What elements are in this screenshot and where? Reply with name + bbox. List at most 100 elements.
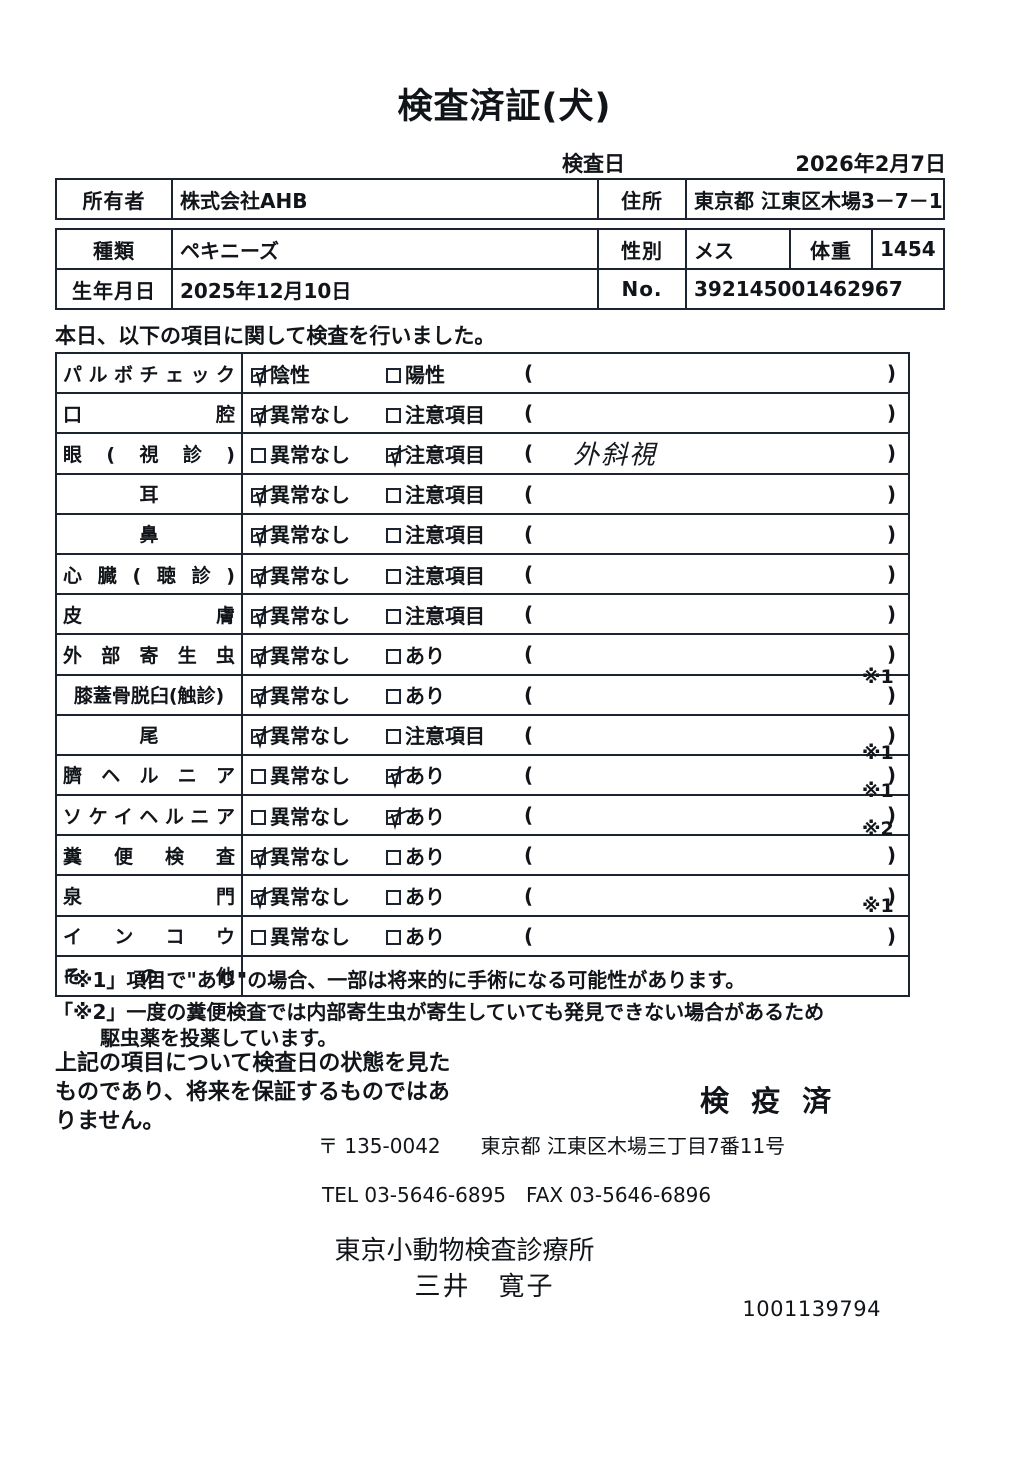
checkbox-icon[interactable]	[386, 890, 401, 906]
checkbox-icon[interactable]	[386, 648, 401, 664]
checkbox-icon[interactable]	[251, 930, 266, 946]
checkbox-option-a[interactable]: 異常なし	[251, 720, 386, 750]
checklist-item-label: 外部寄生虫	[55, 633, 243, 676]
checkbox-option-a[interactable]: 異常なし	[251, 801, 386, 830]
checkbox-option-b[interactable]: 注意項目	[386, 439, 518, 468]
owner-table: 所有者 株式会社AHB 住所 東京都 江東区木場3－7－11	[55, 178, 945, 220]
checklist-options-cell: 異常なし あり ()	[241, 914, 910, 957]
sex-value: メス	[685, 228, 791, 270]
checkbox-option-b[interactable]: 注意項目	[386, 600, 518, 629]
checkbox-icon[interactable]	[251, 846, 273, 870]
address-label: 住所	[597, 178, 687, 220]
checklist-row: 口腔 異常なし 注意項目 ()	[55, 392, 910, 435]
checklist-options-cell: 陰性 陽性 ()	[241, 351, 910, 395]
checkbox-icon[interactable]	[386, 528, 401, 544]
checkbox-icon[interactable]	[386, 729, 401, 745]
checklist-item-label: 膝蓋骨脱臼(触診)	[55, 673, 243, 716]
address-value: 東京都 江東区木場3－7－11	[685, 178, 945, 220]
checkbox-icon[interactable]	[251, 809, 266, 825]
checkbox-icon[interactable]	[386, 766, 408, 790]
other-value-cell[interactable]	[241, 954, 910, 998]
checkbox-option-b[interactable]: 注意項目	[386, 399, 518, 428]
checkbox-option-a[interactable]: 異常なし	[251, 841, 386, 870]
checkbox-option-a[interactable]: 異常なし	[251, 439, 386, 468]
footnote-reference-mark: ※2	[862, 818, 894, 841]
checkbox-icon[interactable]	[386, 849, 401, 865]
checklist-options-cell: 異常なし 注意項目 ()	[241, 593, 910, 636]
remark-paren-close: )	[886, 602, 896, 627]
checkbox-icon[interactable]	[251, 605, 273, 629]
checkbox-icon[interactable]	[386, 806, 408, 830]
checkbox-icon[interactable]	[251, 565, 273, 589]
checkbox-option-a[interactable]: 異常なし	[251, 921, 386, 950]
checkbox-icon[interactable]	[386, 689, 401, 705]
checklist-item-label: 鼻	[55, 512, 243, 555]
checkbox-icon[interactable]	[386, 488, 401, 504]
checkbox-option-b[interactable]: 注意項目	[386, 720, 518, 749]
remark-paren-open: (	[524, 883, 534, 908]
checkbox-option-b[interactable]: あり	[386, 921, 518, 950]
footnote-2-cont: 駆虫薬を投薬しています。	[100, 1026, 338, 1050]
sex-label: 性別	[597, 228, 687, 270]
checklist-row: 鼻 異常なし 注意項目 ()	[55, 512, 910, 555]
checkbox-icon[interactable]	[386, 608, 401, 624]
checkbox-icon[interactable]	[386, 568, 401, 584]
checklist-item-label: 耳	[55, 472, 243, 515]
checklist-row: 心臓(聴診) 異常なし 注意項目 ()	[55, 552, 910, 596]
checkbox-option-a[interactable]: 異常なし	[251, 760, 386, 789]
checkbox-icon[interactable]	[251, 525, 273, 549]
checkbox-option-a[interactable]: 異常なし	[251, 680, 386, 710]
checkbox-option-a-label: 異常なし	[270, 885, 350, 910]
checkbox-option-b[interactable]: あり	[386, 640, 518, 669]
checkbox-option-a[interactable]: 異常なし	[251, 519, 386, 549]
clinic-postal-address: 〒 135-0042 東京都 江東区木場三丁目7番11号	[318, 1134, 786, 1158]
checkbox-icon[interactable]	[251, 726, 273, 750]
checkbox-icon[interactable]	[386, 407, 401, 423]
checklist-options-cell: 異常なし 注意項目 ()	[241, 472, 910, 515]
checkbox-option-a[interactable]: 異常なし	[251, 399, 386, 428]
checkbox-option-a[interactable]: 異常なし	[251, 560, 386, 589]
remark-paren-close: )	[886, 803, 896, 828]
checkbox-option-b[interactable]: あり	[386, 760, 518, 790]
checkbox-icon[interactable]	[251, 447, 266, 463]
checkbox-icon[interactable]	[251, 485, 273, 509]
checklist-options-cell: 異常なし 注意項目 ()	[241, 392, 910, 435]
checkbox-option-b-label: 陽性	[405, 362, 445, 387]
checklist-table: パルボチェック 陰性 陽性() 口腔 異常なし 注意項目() 眼(視診) 異常なし 注意項目(外…	[55, 351, 910, 998]
remark-paren-open: (	[524, 923, 534, 948]
weight-value-cell: 1454 g	[871, 228, 945, 270]
checkbox-option-a[interactable]: 陰性	[251, 359, 386, 388]
remark-paren-close: )	[886, 642, 896, 667]
checkbox-icon[interactable]	[251, 686, 273, 710]
remark-paren-open: (	[524, 762, 534, 787]
checkbox-option-a[interactable]: 異常なし	[251, 600, 386, 629]
checkbox-option-b[interactable]: 注意項目	[386, 479, 518, 508]
checklist-options-cell: 異常なし 注意項目 ()	[241, 552, 910, 596]
checkbox-icon[interactable]	[386, 930, 401, 946]
checkbox-icon[interactable]	[251, 886, 273, 910]
checkbox-option-b[interactable]: あり	[386, 841, 518, 870]
remark-paren-close: )	[886, 481, 896, 506]
checkbox-option-b[interactable]: あり	[386, 680, 518, 709]
checkbox-option-b[interactable]: 注意項目	[386, 519, 518, 548]
checkbox-option-a[interactable]: 異常なし	[251, 881, 386, 910]
checkbox-option-b-label: 注意項目	[405, 724, 485, 749]
checkbox-icon[interactable]	[386, 367, 401, 383]
checkbox-icon[interactable]	[251, 404, 273, 428]
inspection-date-label: 検査日	[562, 152, 625, 176]
checklist-options-cell: 異常なし あり ()	[241, 753, 910, 797]
remark-paren-open: (	[524, 642, 534, 667]
checkbox-option-a-label: 異常なし	[270, 844, 350, 869]
checkbox-option-b[interactable]: あり	[386, 801, 518, 830]
checkbox-option-b[interactable]: あり	[386, 881, 518, 910]
checkbox-option-a[interactable]: 異常なし	[251, 640, 386, 669]
checkbox-option-b[interactable]: 陽性	[386, 359, 518, 388]
checkbox-icon[interactable]	[386, 444, 408, 468]
checkbox-icon[interactable]	[251, 645, 273, 669]
checkbox-option-b[interactable]: 注意項目	[386, 560, 518, 589]
checkbox-icon[interactable]	[251, 769, 266, 785]
checkbox-option-a[interactable]: 異常なし	[251, 479, 386, 509]
checkbox-icon[interactable]	[251, 364, 273, 388]
table-row: 種類 ペキニーズ 性別 メス 体重 1454 g	[55, 228, 945, 270]
footnote-reference-mark: ※1	[862, 742, 894, 764]
